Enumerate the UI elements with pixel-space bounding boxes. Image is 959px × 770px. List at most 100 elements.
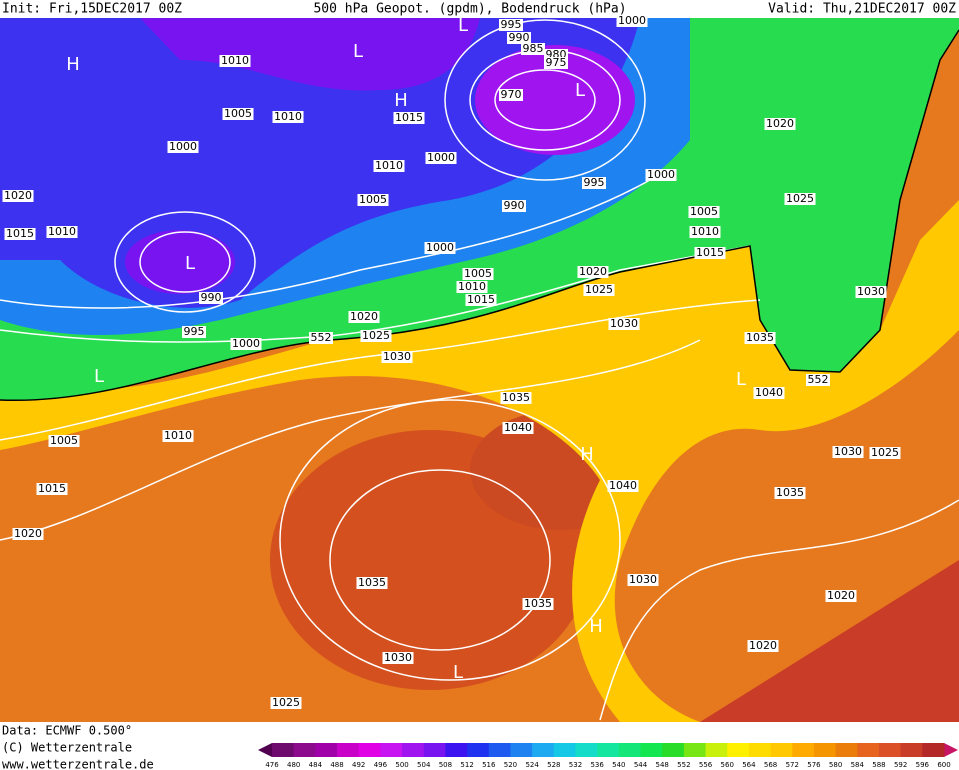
isobar-label-box	[855, 286, 887, 298]
pressure-center: L	[185, 253, 195, 274]
isobar-label-box	[744, 332, 776, 344]
colorbar-swatch	[597, 743, 620, 757]
isobar-label-box	[373, 160, 405, 172]
colorbar-swatch	[640, 743, 663, 757]
isobar-label-box	[607, 480, 639, 492]
colorbar-swatch	[857, 743, 880, 757]
colorbar-swatch	[380, 743, 403, 757]
header-bar	[0, 0, 959, 18]
isobar-label-box	[272, 111, 304, 123]
isobar-label: 1020	[749, 639, 777, 652]
isobar-label: 1000	[618, 14, 646, 27]
isobar-label: 1000	[169, 140, 197, 153]
isobar-label: 1000	[232, 337, 260, 350]
pressure-center: L	[453, 662, 463, 683]
isobar-label-box	[502, 422, 534, 434]
isobar	[0, 299, 761, 441]
data-source: Data: ECMWF 0.500°	[2, 724, 132, 738]
isobar-label-box	[48, 435, 80, 447]
pressure-center: L	[353, 41, 363, 62]
isobar-label-box	[219, 55, 251, 67]
isobar-label-box	[577, 266, 609, 278]
isobar-label: 1035	[776, 486, 804, 499]
isobar-label-box	[522, 598, 554, 610]
isobar-label-box	[764, 118, 796, 130]
colorbar-label: 544	[634, 761, 648, 769]
colorbar-label: 552	[677, 761, 690, 769]
isobar-label: 1020	[350, 310, 378, 323]
colorbar-label: 556	[699, 761, 713, 769]
isobar-label-box	[825, 590, 857, 602]
isobar-label: 1005	[50, 434, 78, 447]
isobar-label: 1010	[691, 225, 719, 238]
isobar-label-box	[36, 483, 68, 495]
pressure-center: H	[394, 90, 408, 111]
pressure-center: L	[736, 369, 746, 390]
isobar	[0, 179, 651, 309]
isobar-label: 1015	[696, 246, 724, 259]
isobar-label: 970	[501, 88, 522, 101]
isobar-label-box	[502, 200, 526, 212]
colorbar-label: 488	[330, 761, 343, 769]
isobar-label: 1025	[871, 446, 899, 459]
lowest-geopotential	[140, 18, 480, 91]
colorbar-swatch	[878, 743, 902, 757]
isobar-label: 1030	[629, 573, 657, 586]
website: www.wetterzentrale.de	[2, 758, 154, 770]
isobar-label: 1040	[755, 386, 783, 399]
isobar-label: 995	[184, 325, 205, 338]
isobar-label-box	[230, 338, 262, 350]
colorbar-label: 484	[309, 761, 323, 769]
isobar-label: 1010	[221, 54, 249, 67]
isobar	[279, 399, 621, 681]
isobar-label-box	[582, 177, 606, 189]
isobar	[329, 469, 551, 651]
isobar-label-box	[462, 268, 494, 280]
isobar-label: 1020	[766, 117, 794, 130]
colorbar-swatch	[835, 743, 858, 757]
init-time: Init: Fri,15DEC2017 00Z	[2, 2, 182, 17]
map-title: 500 hPa Geopot. (gpdm), Bodendruck (hPa)	[313, 2, 626, 17]
isobar-label: 1010	[458, 280, 486, 293]
isobar-label: 1030	[857, 285, 885, 298]
isobar-label-box	[357, 194, 389, 206]
valid-time: Valid: Thu,21DEC2017 00Z	[768, 2, 956, 17]
colorbar-swatch	[748, 743, 772, 757]
isobar-label-box	[806, 374, 830, 386]
colorbar-label: 500	[395, 761, 408, 769]
isobar-label-box	[309, 332, 333, 344]
colorbar: 476 480 484 488 492 496 500 504 508 512 516 520 524 5…	[258, 743, 958, 769]
colorbar-swatch	[705, 743, 728, 757]
colorbar-label: 596	[916, 761, 930, 769]
colorbar-label: 580	[829, 761, 842, 769]
isobar-label-box	[12, 528, 44, 540]
isobar-label-box	[270, 697, 302, 709]
isobar-label: 1030	[834, 445, 862, 458]
colorbar-label: 492	[352, 761, 365, 769]
isobar	[114, 211, 256, 313]
colorbar-label: 504	[417, 761, 431, 769]
colorbar-label: 572	[786, 761, 799, 769]
colorbar-swatch	[488, 743, 511, 757]
colorbar-end	[944, 743, 958, 757]
isobar-label: 1035	[502, 391, 530, 404]
isobar-label: 1035	[524, 597, 552, 610]
colorbar-label: 600	[937, 761, 950, 769]
colorbar-swatch	[402, 743, 425, 757]
isobar-label: 1020	[4, 189, 32, 202]
isobar-label: 1020	[579, 265, 607, 278]
isobar-label-box	[753, 387, 785, 399]
isobar-label: 1030	[610, 317, 638, 330]
colorbar-swatch	[727, 743, 750, 757]
isobar-label-box	[583, 284, 615, 296]
isobar-label: 1040	[504, 421, 532, 434]
isobar-label-box	[356, 577, 388, 589]
isobar-label-box	[46, 226, 78, 238]
colorbar-label: 588	[872, 761, 885, 769]
isobar-label: 1010	[274, 110, 302, 123]
isobar-label-box	[521, 43, 545, 55]
colorbar-label: 480	[287, 761, 300, 769]
pressure-center: H	[589, 616, 603, 637]
isobar-label-box	[424, 242, 456, 254]
